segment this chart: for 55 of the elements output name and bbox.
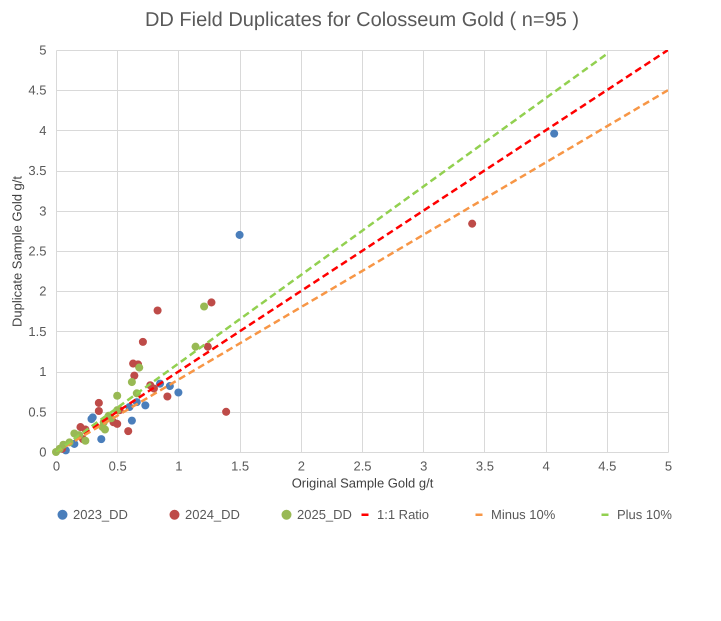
x-tick-label: 2.5 bbox=[353, 458, 372, 474]
point bbox=[200, 302, 208, 310]
y-tick-label: 1 bbox=[39, 364, 46, 380]
y-tick-label: 2.5 bbox=[28, 244, 46, 258]
point bbox=[94, 398, 103, 407]
x-tick-label: 1.5 bbox=[231, 458, 250, 474]
point bbox=[128, 378, 136, 386]
y-tick-label: 3 bbox=[39, 203, 46, 218]
x-tick-label: 3 bbox=[420, 458, 428, 474]
point bbox=[94, 406, 103, 416]
x-tick-label: 2 bbox=[298, 458, 305, 474]
point bbox=[138, 338, 147, 346]
point bbox=[154, 306, 162, 315]
point bbox=[135, 364, 144, 372]
point bbox=[204, 342, 212, 351]
point bbox=[124, 427, 132, 436]
point bbox=[81, 436, 90, 445]
y-tick-label: 1.5 bbox=[28, 324, 46, 339]
legend-label: Plus 10% bbox=[617, 506, 672, 522]
point bbox=[100, 425, 109, 434]
y-tick-label: 5 bbox=[39, 42, 46, 58]
legend-label: 2023_DD bbox=[73, 506, 128, 522]
point bbox=[550, 130, 558, 138]
point bbox=[163, 392, 172, 401]
point bbox=[192, 342, 200, 351]
point bbox=[236, 230, 244, 239]
x-tick-label: 5 bbox=[664, 458, 672, 474]
y-tick-label: 4.5 bbox=[28, 82, 46, 98]
x-tick-label: 0 bbox=[52, 458, 60, 474]
point bbox=[207, 298, 216, 306]
point bbox=[97, 435, 106, 444]
point bbox=[174, 388, 182, 397]
legend-label: 1:1 Ratio bbox=[377, 506, 430, 522]
x-tick-label: 3.5 bbox=[476, 458, 494, 474]
legend-label: 2025_DD bbox=[297, 506, 352, 522]
legend-label: 2024_DD bbox=[185, 506, 240, 522]
point bbox=[128, 416, 136, 425]
y-tick-label: 0 bbox=[39, 444, 46, 460]
y-tick-label: 2 bbox=[39, 284, 46, 299]
point bbox=[130, 372, 138, 380]
point bbox=[113, 392, 122, 400]
y-tick-label: 3.5 bbox=[28, 163, 46, 178]
chart-title: DD Field Duplicates for Colosseum Gold ( n=95 ) bbox=[144, 9, 580, 31]
x-axis-title: Original Sample Gold g/t bbox=[292, 476, 434, 490]
legend-label: Minus 10% bbox=[491, 506, 556, 522]
point bbox=[222, 408, 230, 416]
x-tick-label: 4.5 bbox=[598, 458, 616, 474]
y-tick-label: 0.5 bbox=[28, 404, 46, 420]
point bbox=[141, 401, 150, 410]
x-tick-label: 1 bbox=[175, 458, 183, 474]
x-tick-label: 4 bbox=[542, 458, 550, 474]
y-tick-label: 4 bbox=[39, 122, 46, 138]
y-axis-title: Duplicate Sample Gold g/t bbox=[9, 176, 24, 328]
x-tick-label: 0.5 bbox=[108, 458, 127, 474]
point bbox=[468, 220, 476, 228]
